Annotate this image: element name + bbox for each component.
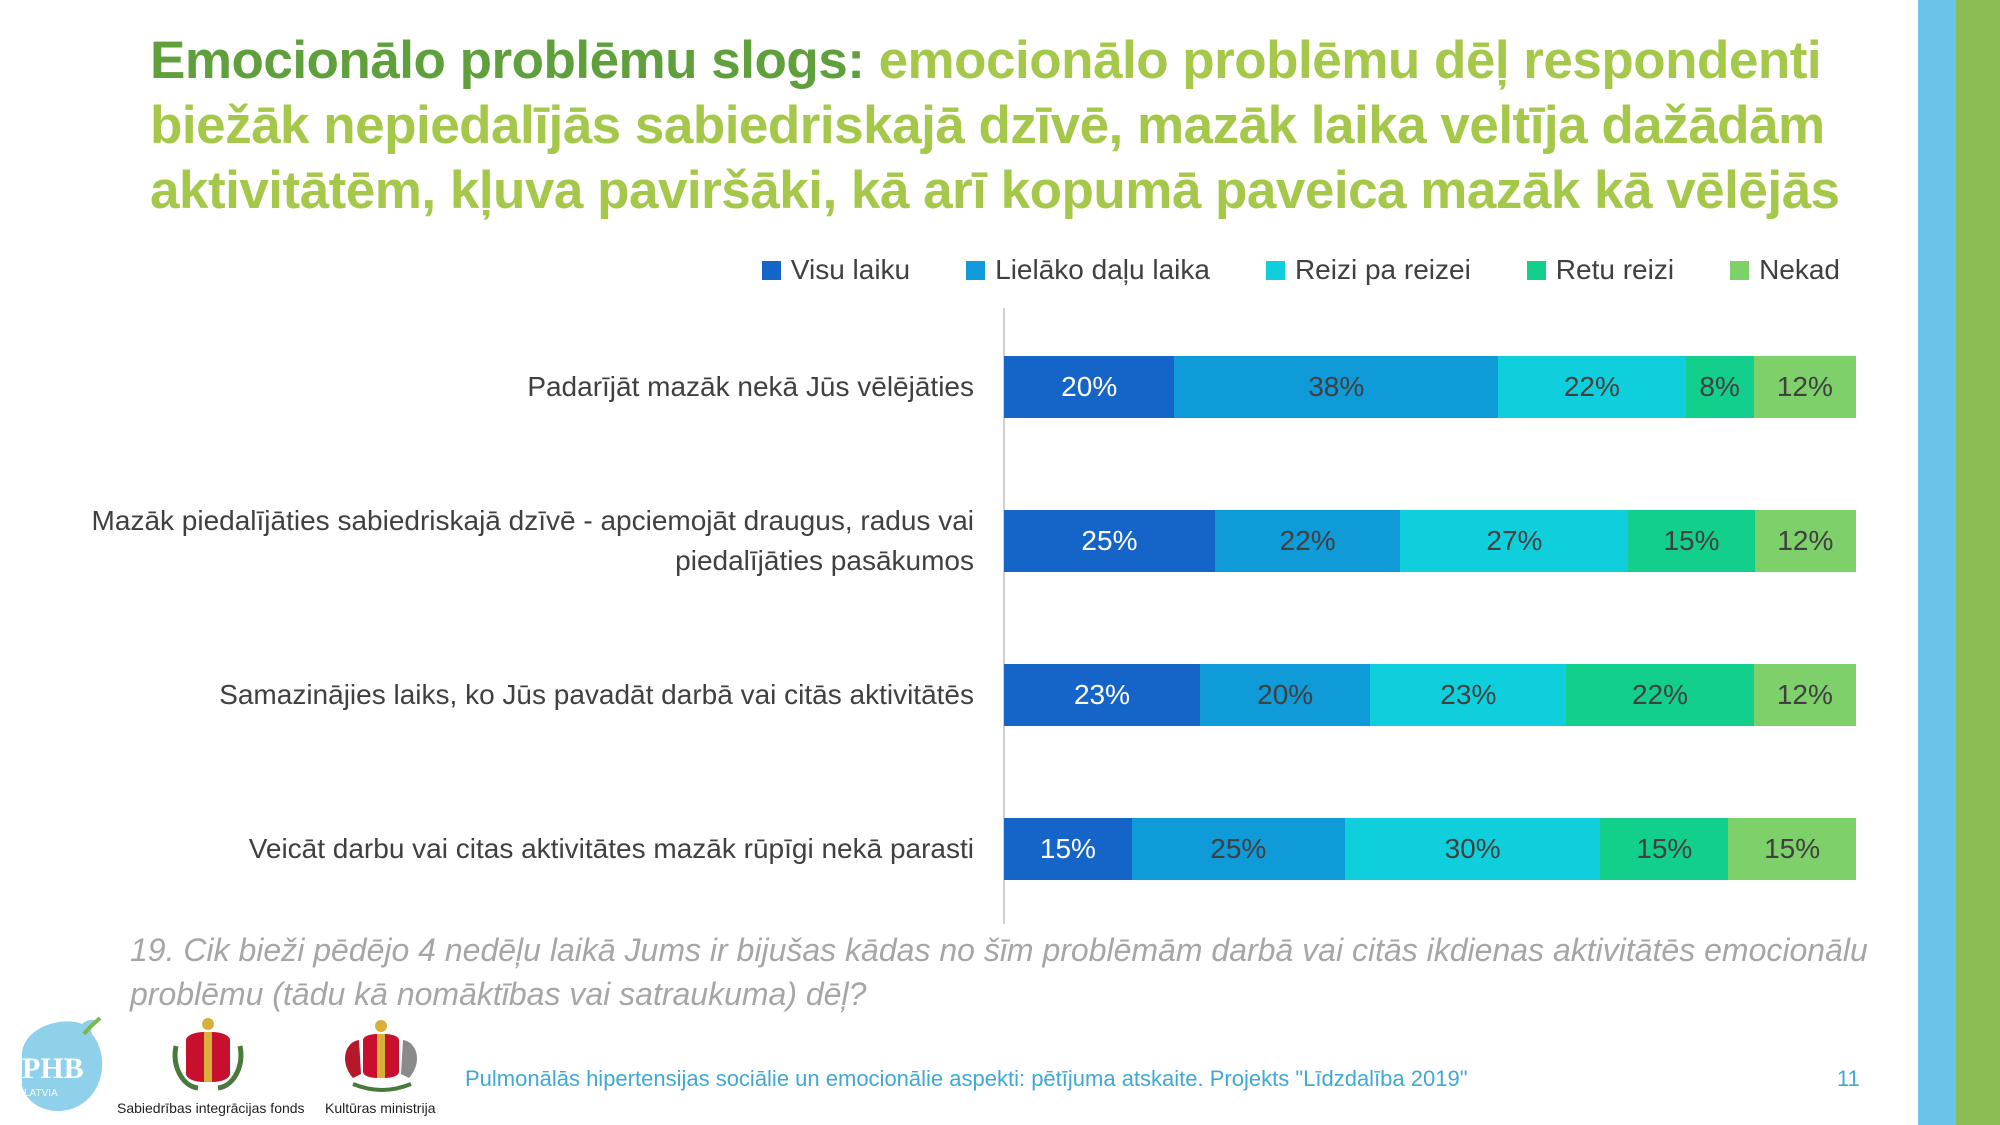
bar-segment: 15%	[1004, 818, 1132, 880]
data-label: 38%	[1308, 371, 1365, 402]
phb-logo-text: PHB	[22, 1052, 84, 1085]
data-label: 27%	[1486, 525, 1543, 556]
bar-segment: 20%	[1199, 664, 1371, 726]
bar-segment: 27%	[1400, 510, 1629, 572]
bar-segment: 23%	[1004, 664, 1200, 726]
data-label: 23%	[1440, 679, 1497, 710]
legend-label: Visu laiku	[790, 254, 911, 285]
bar-row: 20% 38% 22% 8% 12%	[1004, 356, 1856, 418]
sif-caption: Sabiedrības integrācijas fonds	[117, 1100, 305, 1116]
data-label: 23%	[1073, 679, 1130, 710]
legend-swatch	[966, 260, 986, 280]
bar-segment: 22%	[1498, 356, 1686, 418]
data-label: 12%	[1777, 525, 1834, 556]
data-label: 30%	[1444, 833, 1501, 864]
footer-text: Pulmonālās hipertensijas sociālie un emo…	[465, 1066, 1468, 1091]
bar-segment: 25%	[1131, 818, 1345, 880]
legend-item: Lielāko daļu laika	[966, 254, 1210, 286]
chart-legend: Visu laiku Lielāko daļu laika Reizi pa rei…	[700, 252, 1840, 288]
data-label: 15%	[1764, 833, 1821, 864]
data-label: 22%	[1631, 679, 1689, 710]
data-label: 22%	[1563, 371, 1620, 402]
legend-item: Nekad	[1730, 254, 1840, 286]
legend-item: Retu reizi	[1526, 254, 1675, 286]
phb-logo	[22, 1016, 103, 1112]
bar-segment: 20%	[1004, 356, 1175, 418]
data-label: 20%	[1257, 679, 1314, 710]
data-label: 15%	[1039, 833, 1096, 864]
category-axis-line	[1003, 308, 1005, 924]
bar-segment: 22%	[1214, 510, 1401, 572]
coat-of-arms-icon	[172, 1018, 244, 1091]
data-label: 8%	[1699, 371, 1740, 402]
page-number: 11	[1837, 1066, 1860, 1091]
data-label: 25%	[1210, 833, 1267, 864]
legend-item: Visu laiku	[761, 254, 911, 286]
bar-segment: 22%	[1566, 664, 1754, 726]
data-label: 12%	[1776, 371, 1833, 402]
bar-segment: 8%	[1685, 356, 1754, 418]
survey-question: 19. Cik bieži pēdējo 4 nedēļu laikā Jums…	[130, 932, 1868, 1012]
legend-swatch	[761, 260, 781, 280]
bar-segment: 25%	[1004, 510, 1215, 572]
large-coat-of-arms-icon	[345, 1020, 417, 1092]
phb-logo-subtext: LATVIA	[24, 1088, 58, 1099]
side-stripe-blue	[1918, 0, 1956, 1125]
data-label: 22%	[1279, 525, 1336, 556]
bar-segment: 15%	[1600, 818, 1729, 880]
legend-label: Lielāko daļu laika	[995, 254, 1210, 285]
data-label: 20%	[1061, 371, 1118, 402]
bar-segment: 30%	[1344, 818, 1601, 880]
legend-swatch	[1526, 260, 1546, 280]
legend-swatch	[1730, 260, 1750, 280]
km-caption: Kultūras ministrija	[325, 1100, 436, 1116]
legend-label: Reizi pa reizei	[1294, 254, 1471, 285]
bar-segment: 12%	[1753, 664, 1856, 726]
category-label: Veicāt darbu vai citas aktivitātes mazāk…	[248, 833, 974, 864]
bar-segment: 12%	[1753, 356, 1856, 418]
legend-label: Retu reizi	[1555, 254, 1675, 285]
bar-segment: 12%	[1754, 510, 1856, 572]
data-label: 15%	[1636, 833, 1693, 864]
bar-segment: 15%	[1728, 818, 1856, 880]
bar-row: 25% 22% 27% 15% 12%	[1004, 510, 1856, 572]
category-label: Mazāk piedalījāties sabiedriskajā dzīvē …	[91, 505, 974, 576]
legend-label: Nekad	[1759, 254, 1840, 285]
slide-title: Emocionālo problēmu slogs: emocionālo pr…	[150, 28, 1910, 223]
legend-item: Reizi pa reizei	[1265, 254, 1471, 286]
bar-segment: 23%	[1370, 664, 1567, 726]
title-rest: emocionālo problēmu dēļ respondenti biež…	[150, 31, 1840, 220]
side-stripe-green	[1956, 0, 2000, 1125]
category-label: Samazinājies laiks, ko Jūs pavadāt darbā…	[219, 679, 974, 710]
category-label: Padarījāt mazāk nekā Jūs vēlējāties	[527, 371, 974, 402]
title-lead: Emocionālo problēmu slogs:	[150, 31, 865, 90]
data-label: 12%	[1776, 679, 1833, 710]
data-label: 25%	[1081, 525, 1138, 556]
data-label: 15%	[1663, 525, 1720, 556]
bar-row: 23% 20% 23% 22% 12%	[1004, 664, 1856, 726]
bar-row: 15% 25% 30% 15% 15%	[1004, 818, 1856, 880]
bar-segment: 38%	[1174, 356, 1499, 418]
bar-segment: 15%	[1628, 510, 1755, 572]
legend-swatch	[1265, 260, 1285, 280]
